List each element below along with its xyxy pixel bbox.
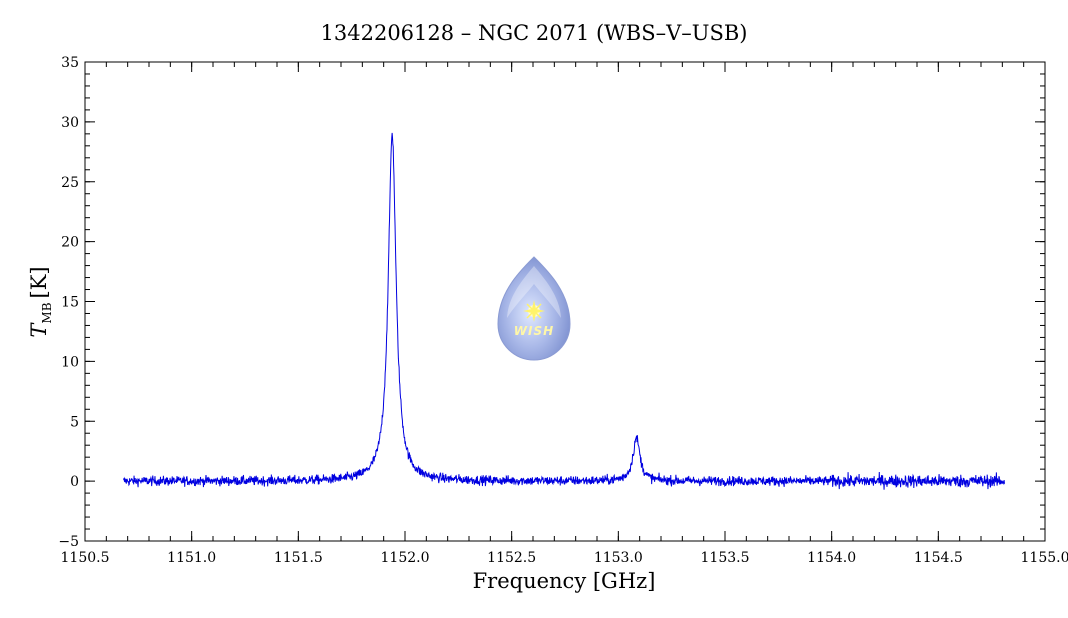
x-tick-label: 1151.0: [167, 550, 216, 566]
chart-title: 1342206128 – NGC 2071 (WBS–V–USB): [321, 21, 748, 45]
y-tick-label: 35: [61, 55, 79, 71]
x-tick-label: 1155.0: [1021, 550, 1068, 566]
star-icon: [523, 300, 545, 322]
x-tick-label: 1152.5: [487, 550, 536, 566]
x-tick-label: 1154.0: [807, 550, 856, 566]
svg-text:TMB[K]: TMB [K]: [27, 266, 54, 337]
x-tick-label: 1153.5: [701, 550, 750, 566]
y-tick-label: 25: [61, 175, 79, 191]
x-tick-label: 1151.5: [274, 550, 323, 566]
y-tick-label: −5: [58, 534, 79, 550]
y-axis-label: TMB [K]: [27, 266, 54, 337]
axis-ticks: [84, 61, 1046, 542]
x-tick-label: 1153.0: [594, 550, 643, 566]
y-axis-label-symbol: T: [27, 322, 51, 338]
spectrum-line: [122, 132, 1005, 490]
x-tick-label: 1150.5: [61, 550, 110, 566]
series-layer: [122, 132, 1005, 490]
y-axis-label-subscript: MB: [40, 302, 54, 323]
x-tick-label: 1152.0: [381, 550, 430, 566]
y-tick-label: 10: [61, 354, 79, 370]
logo-text: WISH: [514, 324, 554, 338]
x-axis-label: Frequency [GHz]: [473, 569, 656, 593]
y-tick-label: 30: [61, 115, 79, 131]
y-tick-label: 20: [61, 235, 79, 251]
x-tick-label: 1154.5: [914, 550, 963, 566]
y-tick-labels: −5 0 5 10 15 20 25 30 35: [58, 55, 79, 550]
wish-logo: WISH: [497, 256, 571, 361]
y-axis-label-unit: [K]: [27, 266, 51, 298]
y-tick-label: 5: [70, 414, 79, 430]
y-tick-label: 15: [61, 295, 79, 311]
y-tick-label: 0: [70, 474, 79, 490]
x-tick-labels: 1150.5 1151.0 1151.5 1152.0 1152.5 1153.0 1153…: [61, 550, 1068, 566]
